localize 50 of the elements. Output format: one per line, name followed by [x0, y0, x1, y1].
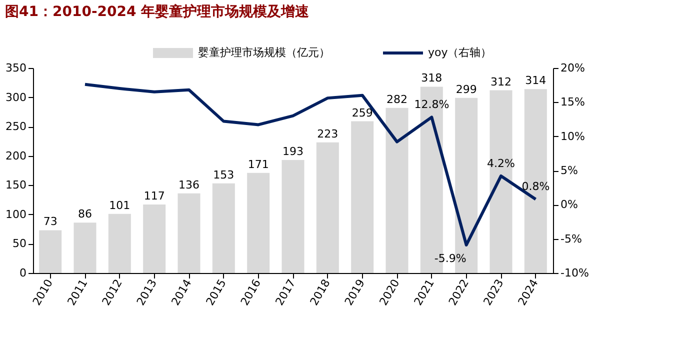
- bar: [108, 214, 131, 273]
- bar: [490, 90, 512, 273]
- y-tick-label: 300: [6, 90, 26, 104]
- y-tick-label: 100: [6, 208, 26, 221]
- data-label: 153: [213, 168, 234, 182]
- data-label: 4.2%: [487, 156, 515, 170]
- legend-label: yoy（右轴）: [428, 46, 492, 59]
- y2-tick-label: -5%: [560, 232, 582, 246]
- bar: [316, 142, 339, 273]
- data-label: 314: [525, 74, 546, 88]
- bar: [386, 108, 408, 273]
- y-tick-label: 50: [12, 237, 26, 250]
- y-tick-label: 200: [6, 149, 26, 162]
- y2-tick-label: 5%: [560, 164, 578, 177]
- bar: [74, 222, 96, 273]
- data-label: 299: [456, 82, 477, 96]
- y2-tick-label: 15%: [560, 96, 585, 109]
- y-tick-label: 150: [6, 178, 26, 192]
- y-tick-label: 250: [6, 120, 26, 134]
- y2-tick-label: 10%: [560, 130, 585, 143]
- data-label: 136: [178, 178, 200, 192]
- bar: [178, 193, 200, 273]
- data-label: 171: [248, 158, 269, 171]
- legend-label: 婴童护理市场规模（亿元）: [198, 46, 330, 59]
- bar: [247, 172, 270, 273]
- data-label: 86: [78, 208, 92, 221]
- chart-title: 图41：2010-2024 年婴童护理市场规模及增速: [5, 3, 310, 20]
- data-label: 117: [144, 189, 165, 202]
- data-label: 73: [43, 215, 58, 228]
- data-label: 282: [386, 92, 408, 106]
- data-label: 193: [282, 144, 304, 158]
- bar: [39, 230, 62, 273]
- y2-tick-label: 20%: [560, 62, 585, 74]
- data-label: 0.8%: [522, 180, 550, 194]
- data-label: 259: [352, 106, 373, 120]
- data-label: -5.9%: [434, 252, 466, 265]
- bar: [212, 183, 235, 273]
- bar: [351, 121, 374, 273]
- y-tick-label: 0: [20, 266, 26, 280]
- y-tick-label: 350: [6, 62, 26, 74]
- bar: [143, 204, 166, 273]
- data-label: 318: [421, 72, 442, 85]
- data-label: 223: [317, 127, 338, 140]
- data-label: 12.8%: [414, 98, 450, 112]
- data-label: 101: [109, 198, 130, 212]
- y2-tick-label: -10%: [560, 266, 589, 280]
- bar: [282, 160, 304, 273]
- bar: [524, 89, 547, 273]
- y2-tick-label: 0%: [560, 198, 578, 212]
- data-label: 312: [490, 75, 512, 88]
